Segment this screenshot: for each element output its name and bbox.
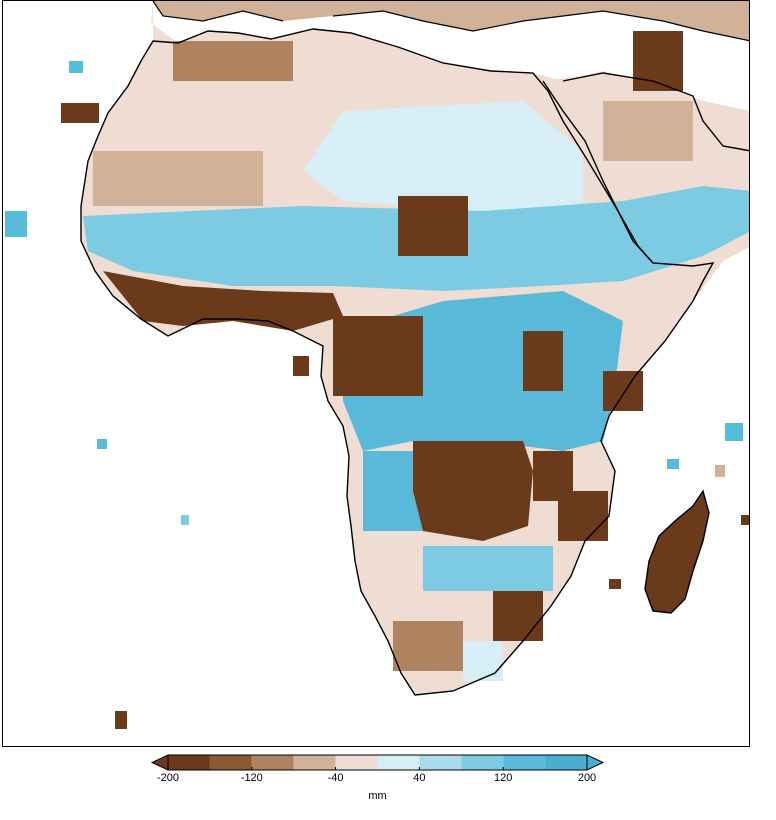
south-africa-dark-patch xyxy=(493,591,543,641)
ocean-pixel-comoros-b xyxy=(715,465,725,477)
colorbar-swatches xyxy=(150,754,605,771)
ocean-pixel-canaries xyxy=(61,103,99,123)
colorbar-extend-low-arrow xyxy=(150,754,169,771)
botswana-blue xyxy=(423,546,553,591)
ocean-pixel-sthelena xyxy=(181,515,189,525)
europe-coastline xyxy=(152,1,749,42)
ocean-pixel-capeverde xyxy=(5,211,27,237)
colorbar-tick-label: -120 xyxy=(240,772,263,784)
colorbar-bin xyxy=(293,755,336,770)
ocean-pixel-seychelles xyxy=(725,423,743,441)
gabon-dark-patch xyxy=(333,316,423,396)
colorbar-tick-label: -40 xyxy=(327,772,344,784)
ocean-pixel-ascension xyxy=(97,439,107,449)
kenya-dark-patch xyxy=(603,371,643,411)
map-panel xyxy=(2,0,750,747)
east-congo-dark-patch xyxy=(523,331,563,391)
colorbar-bin xyxy=(335,755,378,770)
colorbar-tick-label: 200 xyxy=(577,772,597,784)
colorbar-extend-high-arrow xyxy=(586,754,605,771)
zambia-dark-region xyxy=(413,441,533,541)
mozambique-dark-patch xyxy=(558,491,608,541)
red-sea-coastline xyxy=(542,72,749,264)
colorbar-bin xyxy=(377,755,420,770)
colorbar-bin xyxy=(209,755,252,770)
cape-light-patch xyxy=(463,641,503,681)
colorbar-tick-label: -200 xyxy=(156,772,180,784)
madagascar-coastline xyxy=(644,489,710,614)
ocean-pixel-mozambique-channel xyxy=(609,579,621,589)
chad-dark-patch xyxy=(398,196,468,256)
colorbar-outline xyxy=(167,754,588,771)
middle-east-dark-patch xyxy=(633,31,683,91)
colorbar-bin xyxy=(545,755,587,770)
central-sahara-light xyxy=(303,101,583,211)
ocean-pixel-mauritius xyxy=(741,515,749,525)
colorbar-bin xyxy=(168,755,210,770)
madagascar-landmass xyxy=(645,491,709,613)
ocean-pixel-tristan xyxy=(115,711,127,729)
colorbar-tick-label: 40 xyxy=(413,772,426,784)
ocean-pixel-azores xyxy=(69,61,83,73)
africa-coastline xyxy=(80,28,715,696)
colorbar: -200 -120 -40 40 120 200 mm xyxy=(150,752,605,812)
colorbar-tick-label: 120 xyxy=(494,772,513,784)
map-canvas xyxy=(5,1,749,729)
colorbar-bin xyxy=(461,755,504,770)
ocean-pixel-comoros-a xyxy=(667,459,679,469)
arabia-patch xyxy=(603,101,693,161)
west-africa-dark-band xyxy=(103,271,343,331)
cape-tan-patch xyxy=(393,621,463,671)
maghreb-patch xyxy=(173,41,293,81)
sahara-west-band xyxy=(93,151,263,206)
colorbar-bin xyxy=(503,755,546,770)
colorbar-bin xyxy=(419,755,462,770)
ocean-pixel-saotome xyxy=(293,356,309,376)
colorbar-bin xyxy=(251,755,294,770)
colorbar-unit-label: mm xyxy=(368,790,387,802)
